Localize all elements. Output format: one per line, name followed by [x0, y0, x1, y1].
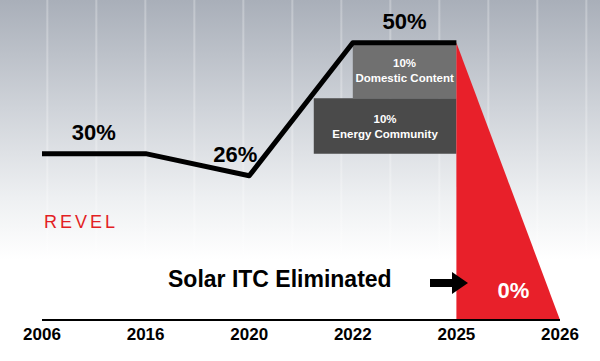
html-text:REVEL: REVEL — [44, 212, 118, 232]
svg-text:30%: 30% — [72, 120, 116, 145]
svg-text:2022: 2022 — [334, 325, 372, 344]
svg-text:2026: 2026 — [541, 325, 579, 344]
svg-text:10%Energy Community: 10%Energy Community — [332, 113, 438, 140]
svg-text:2016: 2016 — [127, 325, 165, 344]
html-text:Solar ITC Eliminated: Solar ITC Eliminated — [168, 266, 392, 292]
svg-text:10%Domestic Content: 10%Domestic Content — [355, 57, 454, 84]
svg-text:50%: 50% — [383, 9, 427, 34]
svg-text:2006: 2006 — [23, 325, 61, 344]
svg-text:26%: 26% — [213, 142, 257, 167]
svg-text:2020: 2020 — [230, 325, 268, 344]
svg-text:0%: 0% — [497, 278, 529, 303]
svg-text:2025: 2025 — [437, 325, 475, 344]
